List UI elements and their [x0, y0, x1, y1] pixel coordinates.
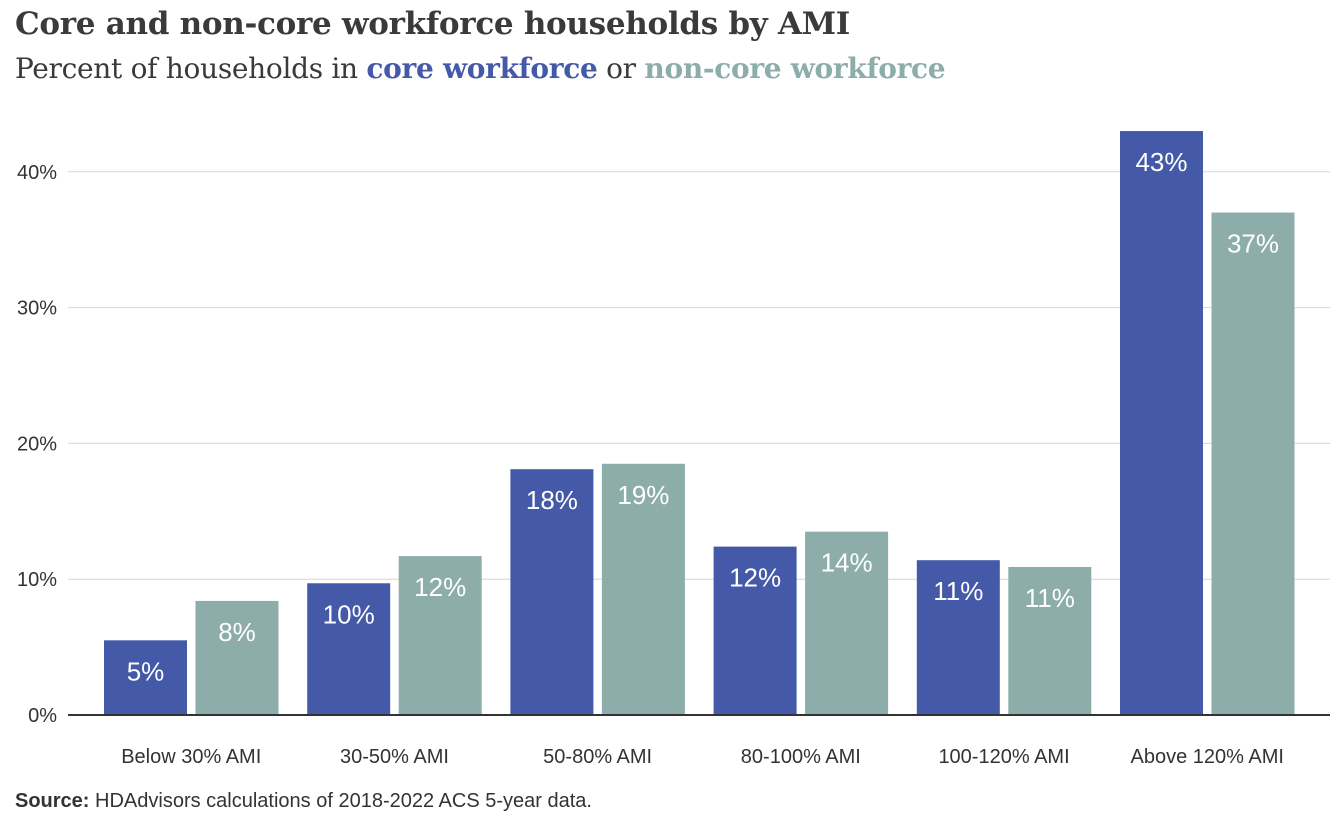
data-label: 19%	[617, 480, 669, 510]
data-label: 14%	[821, 548, 873, 578]
bar-noncore	[398, 556, 482, 715]
bar-core	[1120, 131, 1203, 715]
subtitle-or: or	[606, 52, 636, 85]
bar-noncore	[1211, 212, 1295, 716]
x-tick-label: 30-50% AMI	[340, 746, 449, 768]
source-text: HDAdvisors calculations of 2018-2022 ACS…	[95, 790, 592, 812]
data-label: 5%	[127, 656, 165, 686]
chart-subtitle: Percent of households in core workforce …	[15, 52, 946, 85]
bar-core	[510, 469, 594, 715]
y-tick-label: 40%	[17, 162, 57, 184]
source-label: Source:	[15, 790, 90, 812]
data-label: 12%	[729, 563, 781, 593]
bar-core	[104, 640, 187, 715]
chart-title: Core and non-core workforce households b…	[15, 6, 850, 42]
bar-core	[713, 546, 797, 715]
data-label: 37%	[1227, 229, 1279, 259]
bar-core	[916, 560, 1000, 715]
x-tick-label: 80-100% AMI	[741, 746, 861, 768]
x-tick-label: 50-80% AMI	[543, 746, 652, 768]
y-tick-label: 30%	[17, 298, 57, 320]
bar-noncore	[601, 463, 685, 715]
data-label: 12%	[414, 572, 466, 602]
data-label: 11%	[933, 576, 983, 606]
y-tick-label: 0%	[28, 705, 57, 727]
bar-chart: 0% 10% 20% 30% 40% 5% 8% Below 30% AMI 10% 12% 30-…	[17, 131, 1330, 768]
x-tick-label: Below 30% AMI	[121, 746, 261, 768]
subtitle-prefix: Percent of households in	[15, 52, 358, 85]
bar-noncore	[195, 600, 279, 715]
data-label: 8%	[218, 617, 256, 647]
y-tick-label: 20%	[17, 433, 57, 455]
x-tick-label: 100-120% AMI	[938, 746, 1069, 768]
x-tick-label: Above 120% AMI	[1131, 746, 1284, 768]
bar-noncore	[1008, 566, 1092, 715]
source-note: Source: HDAdvisors calculations of 2018-…	[15, 790, 592, 813]
bar-core	[307, 583, 391, 715]
data-label: 10%	[323, 599, 375, 629]
data-label: 43%	[1135, 147, 1187, 177]
y-tick-label: 10%	[17, 569, 57, 591]
legend-noncore-workforce: non-core workforce	[644, 52, 946, 85]
data-label: 11%	[1025, 583, 1075, 613]
data-label: 18%	[526, 485, 578, 515]
legend-core-workforce: core workforce	[366, 52, 598, 85]
bar-noncore	[805, 531, 889, 715]
